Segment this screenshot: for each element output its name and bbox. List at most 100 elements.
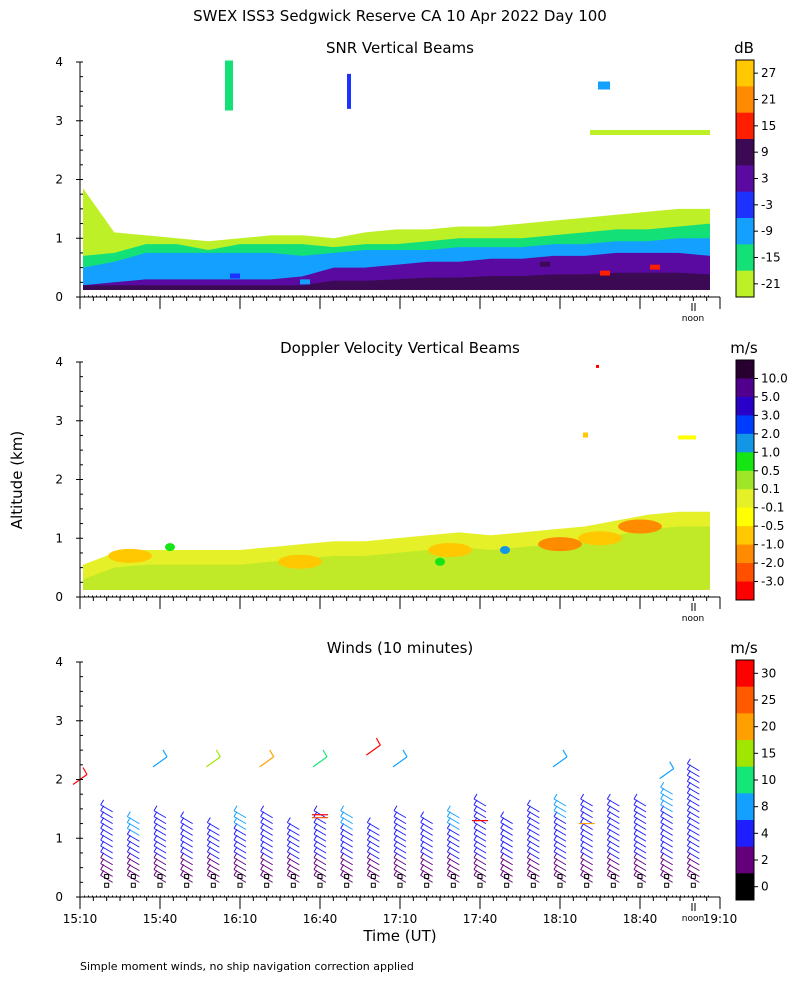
wind-barb (420, 857, 433, 866)
wind-barb (207, 839, 220, 848)
wind-barb (660, 845, 673, 854)
wind-calm-marker (397, 873, 403, 879)
wind-barb (660, 810, 673, 819)
wind-barb-flag (340, 805, 345, 812)
wind-barb (553, 798, 567, 807)
snr-unit-label: dB (734, 39, 754, 57)
wind-barb (473, 804, 487, 813)
wind-barb (393, 839, 407, 848)
wind-barb (260, 845, 273, 854)
wind-barb (553, 851, 567, 860)
wind-barb (580, 845, 593, 854)
wind-barb (153, 810, 167, 819)
wind-barb (340, 851, 353, 860)
wind-barb (687, 851, 700, 860)
snr-cell (600, 270, 610, 276)
snr-colorbar-swatch (736, 139, 754, 166)
snr-noon-label: noon (682, 314, 704, 324)
snr-cell (650, 264, 660, 270)
wind-barb (580, 839, 593, 848)
wind-barb (260, 816, 273, 825)
winds-colorbar-label: 30 (761, 666, 776, 680)
wind-barb-flag (500, 811, 505, 817)
wind-barb (687, 780, 700, 789)
wind-barb (367, 827, 380, 836)
snr-colorbar-label: 9 (761, 145, 769, 159)
wind-barb (127, 845, 140, 854)
wind-barb (607, 798, 620, 807)
wind-barb-flag (126, 811, 131, 817)
wind-calm-marker (610, 873, 616, 879)
wind-barb (420, 822, 433, 830)
wind-barb-flag (260, 805, 265, 812)
wind-barb (553, 857, 567, 866)
wind-barb (233, 839, 247, 848)
wind-barb (687, 769, 700, 778)
wind-barb (313, 857, 327, 866)
wind-barb (660, 857, 673, 866)
wind-barb (500, 827, 513, 836)
wind-barb (313, 869, 327, 877)
wind-barb (447, 845, 460, 854)
velocity-colorbar-swatch (736, 378, 754, 398)
wind-barb (127, 833, 140, 842)
wind-barb (233, 857, 247, 866)
wind-calm-marker (317, 882, 323, 888)
wind-barb (313, 822, 327, 830)
wind-barb (393, 816, 407, 825)
wind-barb (687, 857, 700, 866)
wind-calm-marker (237, 882, 243, 888)
wind-calm-marker (504, 882, 510, 888)
wind-barb (660, 827, 673, 836)
snr-cell (300, 279, 310, 285)
wind-barb (527, 822, 540, 830)
winds-noon-label: noon (682, 914, 704, 924)
wind-barb (313, 833, 327, 842)
winds-y-tick-label: 2 (55, 773, 63, 787)
wind-barb (367, 863, 380, 872)
wind-barb (340, 827, 353, 836)
wind-barb (527, 810, 540, 819)
wind-calm-marker (264, 873, 270, 879)
wind-barb (607, 833, 620, 842)
winds-colorbar-label: 20 (761, 720, 776, 734)
wind-barb (233, 827, 247, 836)
wind-barb (687, 833, 700, 842)
wind-barb (527, 863, 540, 872)
wind-barb (367, 869, 380, 877)
wind-barb (447, 810, 460, 819)
wind-barb (580, 851, 593, 860)
wind-barb-flag (553, 793, 558, 800)
velocity-y-tick-label: 3 (55, 414, 63, 428)
wind-barb (633, 816, 647, 825)
wind-barb (153, 822, 167, 830)
wind-barb (527, 827, 540, 836)
velocity-upper-echo (596, 364, 599, 368)
wind-barb (633, 798, 647, 807)
wind-upper-barb (312, 756, 328, 768)
wind-calm-marker (477, 873, 483, 879)
snr-colorbar-label: 3 (761, 172, 769, 186)
wind-calm-marker (530, 882, 536, 888)
wind-barb (553, 810, 567, 819)
wind-upper-barb (552, 756, 568, 768)
winds-colorbar-swatch (736, 686, 754, 714)
winds-colorbar-swatch (736, 660, 754, 688)
wind-upper-barb-flag (269, 749, 275, 758)
wind-barb (207, 845, 220, 854)
wind-calm-marker (157, 882, 163, 888)
wind-barb (527, 833, 540, 842)
footnote: Simple moment winds, no ship navigation … (80, 960, 414, 973)
wind-barb (607, 857, 620, 866)
wind-barb (127, 839, 140, 848)
velocity-colorbar-label: -0.1 (761, 501, 784, 515)
wind-calm-marker (157, 873, 163, 879)
wind-barb (100, 827, 113, 836)
winds-x-tick-label: 17:40 (463, 912, 498, 926)
wind-barb (473, 857, 487, 866)
wind-barb (500, 863, 513, 872)
wind-barb (127, 822, 140, 830)
wind-barb (393, 822, 407, 830)
wind-calm-marker (557, 882, 563, 888)
winds-colorbar-swatch (736, 846, 754, 874)
